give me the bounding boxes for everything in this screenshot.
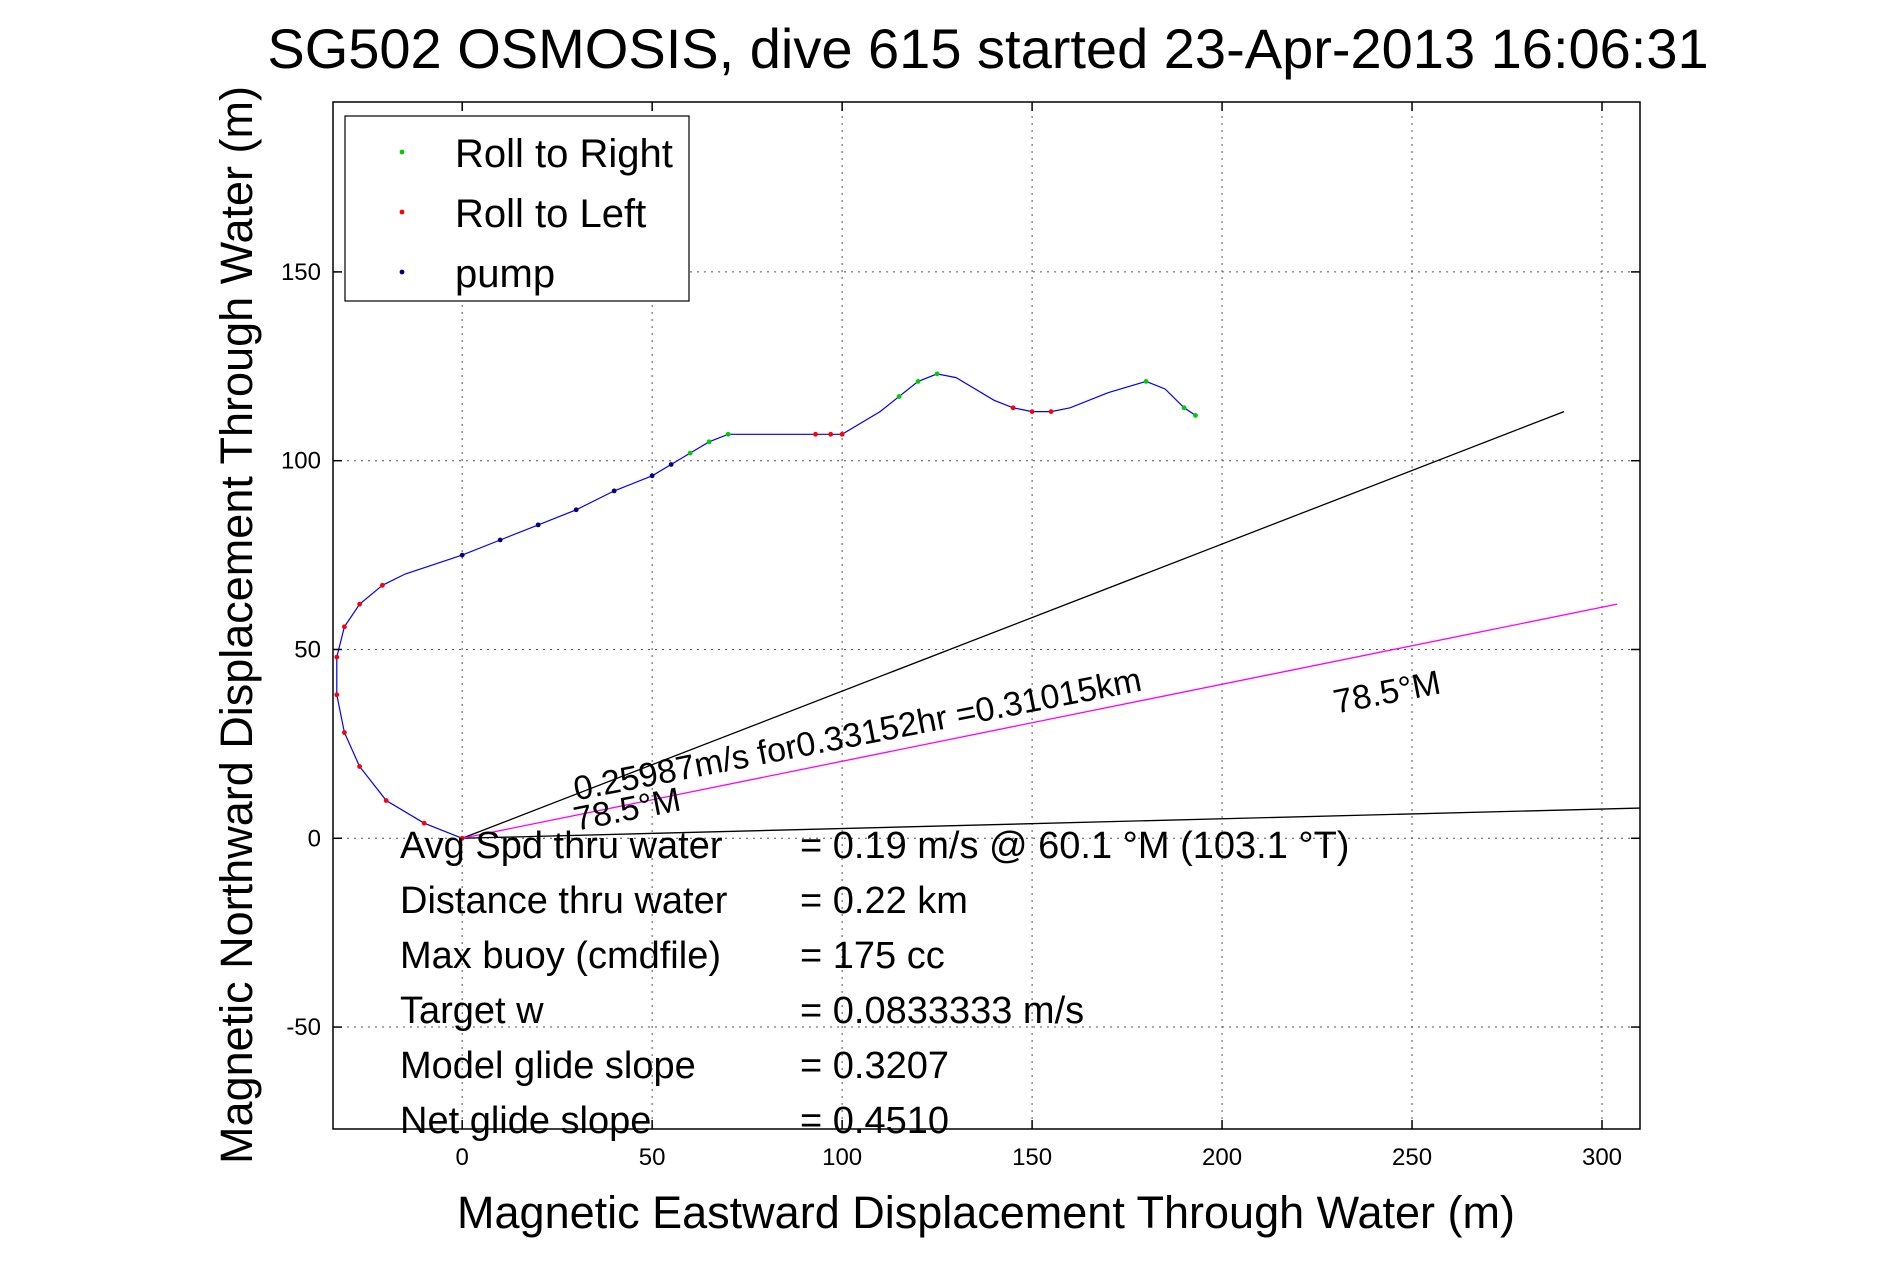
- roll-to-right-point: [1193, 412, 1198, 418]
- pump-point: [611, 488, 617, 494]
- x-axis-label: Magnetic Eastward Displacement Through W…: [457, 1187, 1515, 1238]
- x-tick-label: 250: [1392, 1144, 1432, 1171]
- stats-panel: Avg Spd thru water = 0.19 m/s @ 60.1 °M (…: [400, 825, 1349, 1142]
- annotation-text: 78.5°M: [1330, 664, 1443, 722]
- stat-value: = 0.3207: [800, 1045, 949, 1087]
- x-tick-label: 200: [1202, 1144, 1242, 1171]
- y-tick-label: 100: [281, 448, 321, 475]
- roll-to-right-point: [725, 431, 731, 437]
- roll-to-right-point: [1181, 405, 1187, 411]
- stat-value: = 0.19 m/s @ 60.1 °M (103.1 °T): [800, 825, 1349, 867]
- roll-to-left-point: [1029, 409, 1035, 415]
- roll-to-left-point: [357, 601, 362, 607]
- pump-point: [535, 522, 541, 528]
- pump-point: [573, 507, 579, 513]
- roll-to-left-point: [421, 820, 427, 826]
- x-tick-label: 100: [822, 1144, 862, 1171]
- stat-label: Net glide slope: [400, 1100, 651, 1142]
- roll-to-left-point: [383, 798, 389, 803]
- stat-label: Avg Spd thru water: [400, 825, 723, 867]
- legend-marker: [399, 269, 405, 275]
- legend-label: pump: [455, 252, 555, 296]
- plot-area-frame: [332, 101, 1641, 1130]
- x-tick-label: 300: [1582, 1144, 1622, 1171]
- legend-marker: [399, 209, 405, 215]
- chart-title: SG502 OSMOSIS, dive 615 started 23-Apr-2…: [267, 17, 1708, 80]
- stat-label: Model glide slope: [400, 1045, 696, 1087]
- x-tick-label: 0: [456, 1144, 469, 1171]
- tick-layer: 0 50 100 150 200 250 300 -50 0 50 100 150: [281, 102, 1640, 1171]
- pump-point: [649, 473, 655, 479]
- stat-label: Distance thru water: [400, 880, 728, 922]
- stat-value: = 0.0833333 m/s: [800, 990, 1084, 1032]
- roll-to-left-point: [379, 582, 385, 588]
- roll-to-left-point: [459, 835, 465, 841]
- y-tick-label: 50: [294, 636, 321, 663]
- legend: Roll to Right Roll to Left pump: [344, 115, 690, 302]
- x-tick-label: 150: [1012, 1144, 1052, 1171]
- stat-label: Max buoy (cmdfile): [400, 935, 721, 977]
- roll-to-left-point: [1048, 409, 1054, 415]
- ref-lower-line: [462, 807, 1641, 839]
- stat-value: = 0.4510: [800, 1100, 949, 1142]
- roll-to-right-point: [934, 371, 940, 377]
- ref-upper-line: [461, 411, 1565, 839]
- y-tick-label: -50: [286, 1014, 321, 1041]
- roll-to-right-point: [706, 439, 712, 445]
- pump-point: [668, 462, 674, 467]
- roll-to-left-point: [341, 730, 347, 735]
- legend-marker: [399, 149, 405, 155]
- stat-value: = 0.22 km: [800, 880, 968, 922]
- roll-to-left-point: [828, 431, 834, 437]
- roll-to-left-point: [334, 692, 340, 698]
- legend-label: Roll to Right: [455, 132, 673, 176]
- legend-label: Roll to Left: [455, 192, 646, 236]
- y-axis-label: Magnetic Northward Displacement Through …: [211, 86, 262, 1164]
- roll-to-right-point: [896, 394, 902, 399]
- roll-to-left-point: [341, 624, 347, 630]
- y-tick-label: 150: [281, 259, 321, 286]
- roll-to-left-point: [813, 431, 818, 437]
- roll-to-right-point: [915, 379, 921, 384]
- data-layer: 0.25987m/s for0.33152hr =0.31015km78.5°M…: [334, 371, 1641, 841]
- roll-to-left-point: [839, 431, 845, 437]
- roll-to-left-point: [357, 764, 362, 769]
- roll-to-left-point: [1010, 405, 1016, 411]
- heading-line: [462, 603, 1618, 839]
- pump-point: [459, 552, 465, 558]
- stat-label: Target w: [400, 990, 544, 1032]
- y-tick-label: 0: [308, 825, 321, 852]
- pump-point: [497, 537, 503, 543]
- stat-value: = 175 cc: [800, 935, 945, 977]
- roll-to-left-point: [334, 654, 340, 660]
- roll-to-right-point: [687, 450, 693, 456]
- roll-to-right-point: [1143, 379, 1149, 384]
- x-tick-label: 50: [639, 1144, 666, 1171]
